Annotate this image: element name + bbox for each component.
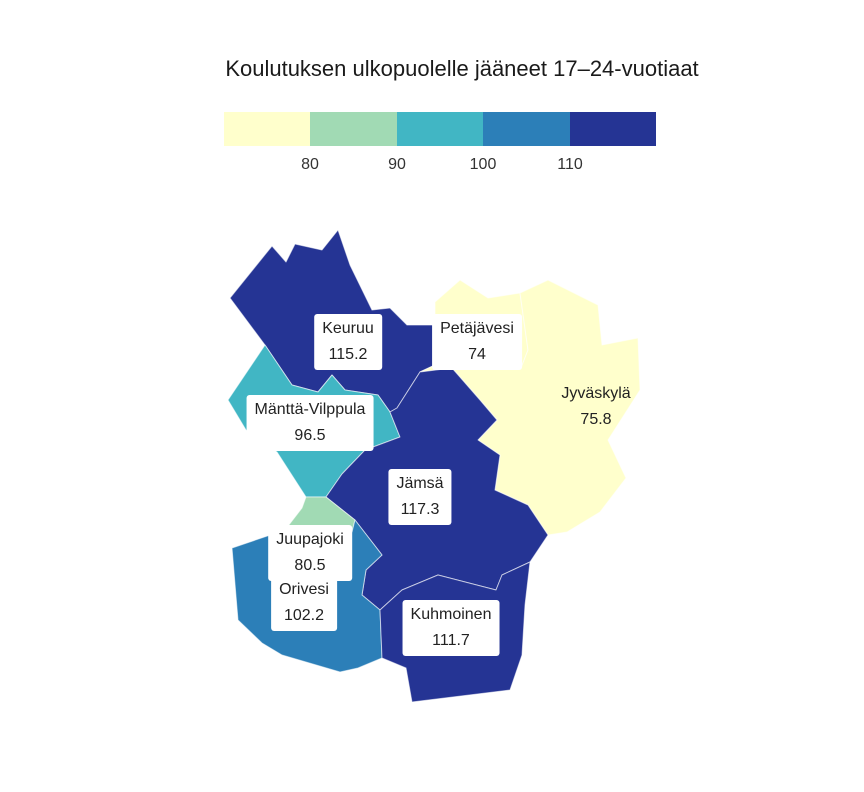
region-name: Petäjävesi [440,320,514,337]
region-value: 75.8 [580,411,612,428]
label-keuruu: Keuruu 115.2 [314,314,382,370]
legend-swatch-5 [569,112,657,146]
legend-bar [224,112,657,146]
legend-tick-100: 100 [469,156,497,173]
legend-tick-80: 80 [301,156,319,173]
region-name: Kuhmoinen [410,606,492,623]
label-juupajoki: Juupajoki 80.5 [268,525,352,581]
map-title: Koulutuksen ulkopuolelle jääneet 17–24-v… [225,56,699,81]
label-kuhmoinen: Kuhmoinen 111.7 [402,600,500,656]
label-jamsa: Jämsä 117.3 [388,469,452,525]
legend-swatch-3 [396,112,484,146]
legend-tick-90: 90 [388,156,406,173]
region-name: Orivesi [279,581,329,598]
region-value: 111.7 [432,632,470,649]
region-name: Mänttä-Vilppula [254,401,366,418]
region-name: Jämsä [396,475,444,492]
region-name: Jyväskylä [561,385,631,402]
region-value: 74 [468,346,486,363]
label-jyvaskyla: Jyväskylä 75.8 [553,379,638,435]
region-name: Juupajoki [276,531,344,548]
region-name: Keuruu [322,320,374,337]
legend-swatch-2 [310,112,397,146]
label-mantta-vilppula: Mänttä-Vilppula 96.5 [246,395,374,451]
label-orivesi: Orivesi 102.2 [271,575,337,631]
region-value: 96.5 [294,427,326,444]
label-petajavesi: Petäjävesi 74 [432,314,522,370]
color-legend: 80 90 100 110 [224,112,657,173]
region-value: 102.2 [283,607,325,624]
region-value: 115.2 [328,346,368,363]
region-value: 117.3 [400,501,440,518]
legend-swatch-4 [483,112,570,146]
legend-swatch-1 [224,112,311,146]
legend-tick-110: 110 [557,156,583,173]
region-value: 80.5 [294,557,326,574]
